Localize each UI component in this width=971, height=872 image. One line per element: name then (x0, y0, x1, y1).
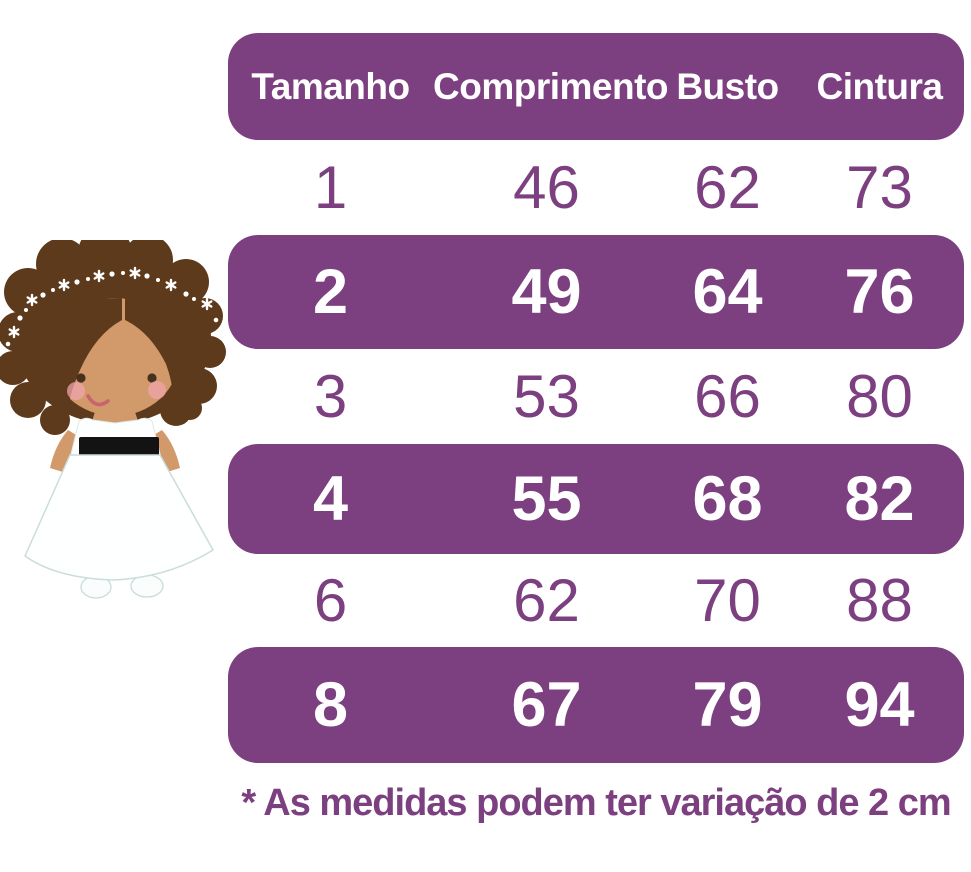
table-cell: 82 (844, 463, 915, 534)
left-cheek (67, 382, 85, 400)
table-cell: 1 (313, 153, 348, 221)
table-cell: 64 (692, 256, 763, 327)
column-header-cintura: Cintura (816, 66, 944, 107)
flower-garland (5, 271, 219, 347)
table-row-size-8: 8 67 79 94 (228, 647, 964, 763)
table-row-size-6: 6 62 70 88 (228, 554, 964, 647)
table-cell: 53 (513, 362, 580, 430)
table-cell: 49 (511, 256, 582, 327)
left-arm (50, 430, 78, 473)
dress-skirt (24, 454, 214, 581)
table-cell: 94 (844, 669, 915, 740)
dress-sash (79, 437, 159, 458)
table-cell: 73 (846, 153, 913, 221)
table-cell: 4 (312, 463, 349, 534)
hair-fringe (44, 298, 186, 410)
table-cell: 76 (844, 256, 915, 327)
table-cell: 2 (312, 256, 349, 327)
table-header-row: Tamanho Comprimento Busto Cintura (228, 33, 964, 140)
table-cell: 88 (846, 566, 913, 634)
measurement-variation-note: * As medidas podem ter variação de 2 cm (241, 782, 951, 824)
table-cell: 6 (313, 566, 348, 634)
right-cheek (148, 381, 166, 399)
table-cell: 3 (313, 362, 348, 430)
table-cell: 79 (692, 669, 763, 740)
table-cell: 62 (513, 566, 580, 634)
size-table: Tamanho Comprimento Busto Cintura 1 46 6… (228, 33, 964, 763)
flower-girl-illustration (0, 240, 226, 599)
smile (86, 394, 110, 407)
table-cell: 70 (694, 566, 761, 634)
table-row-size-4: 4 55 68 82 (228, 444, 964, 554)
table-cell: 55 (511, 463, 582, 534)
table-cell: 46 (513, 153, 580, 221)
column-header-comprimento: Comprimento (433, 66, 669, 107)
table-cell: 67 (511, 669, 582, 740)
table-cell: 8 (312, 669, 349, 740)
table-cell: 66 (694, 362, 761, 430)
left-eye (76, 373, 86, 383)
table-cell: 68 (692, 463, 763, 534)
table-row-size-2: 2 49 64 76 (228, 235, 964, 349)
right-eye (147, 373, 157, 383)
table-row-size-3: 3 53 66 80 (228, 349, 964, 444)
column-header-tamanho: Tamanho (251, 66, 410, 107)
table-cell: 80 (846, 362, 913, 430)
column-header-busto: Busto (676, 66, 779, 107)
table-row-size-1: 1 46 62 73 (228, 140, 964, 235)
table-cell: 62 (694, 153, 761, 221)
